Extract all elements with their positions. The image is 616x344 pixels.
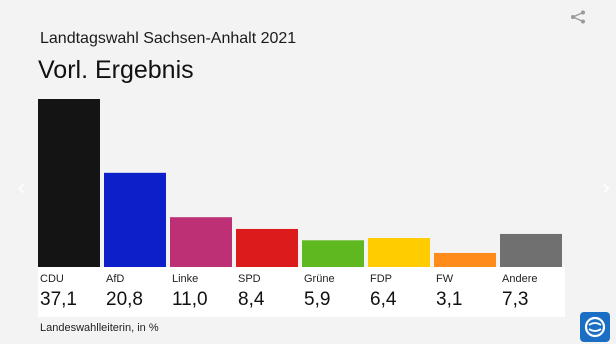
chevron-right-icon[interactable]: ›	[602, 176, 611, 201]
value-label: 3,1	[436, 289, 462, 310]
bar-spd	[236, 228, 298, 267]
category-label: Andere	[502, 273, 537, 285]
chart-subtitle: Landtagswahl Sachsen-Anhalt 2021	[40, 30, 297, 47]
bar-fdp	[368, 238, 430, 267]
value-label: 5,9	[304, 289, 330, 310]
source-note: Landeswahlleiterin, in %	[40, 322, 159, 334]
chart-card: Landtagswahl Sachsen-Anhalt 2021 Vorl. E…	[38, 28, 578, 344]
tagesschau-logo-icon[interactable]	[580, 312, 610, 342]
bar-grüne	[302, 240, 364, 267]
category-label: SPD	[238, 273, 261, 285]
value-label: 37,1	[40, 289, 77, 310]
bar-cdu	[38, 99, 100, 267]
category-label: Grüne	[304, 273, 335, 285]
chart-title: Vorl. Ergebnis	[38, 56, 194, 84]
category-label: FW	[436, 273, 454, 285]
category-label: AfD	[106, 273, 124, 285]
bar-afd	[104, 172, 166, 267]
share-icon[interactable]	[570, 10, 586, 24]
category-label: Linke	[172, 273, 198, 285]
bar-fw	[434, 252, 496, 267]
value-label: 8,4	[238, 289, 265, 310]
chevron-left-icon[interactable]: ‹	[17, 176, 26, 201]
value-label: 11,0	[172, 289, 208, 310]
bar-linke	[170, 217, 232, 267]
category-label: FDP	[370, 273, 392, 285]
value-label: 7,3	[502, 289, 528, 310]
value-label: 20,8	[106, 289, 143, 310]
label-band	[38, 267, 565, 317]
bar-andere	[500, 233, 562, 267]
bar-chart: CDU 37,1 AfD 20,8 Linke 11,0 SPD 8,4 Grüne 5,9 FDP…	[38, 99, 565, 317]
value-label: 6,4	[370, 289, 397, 310]
category-label: CDU	[40, 273, 64, 285]
